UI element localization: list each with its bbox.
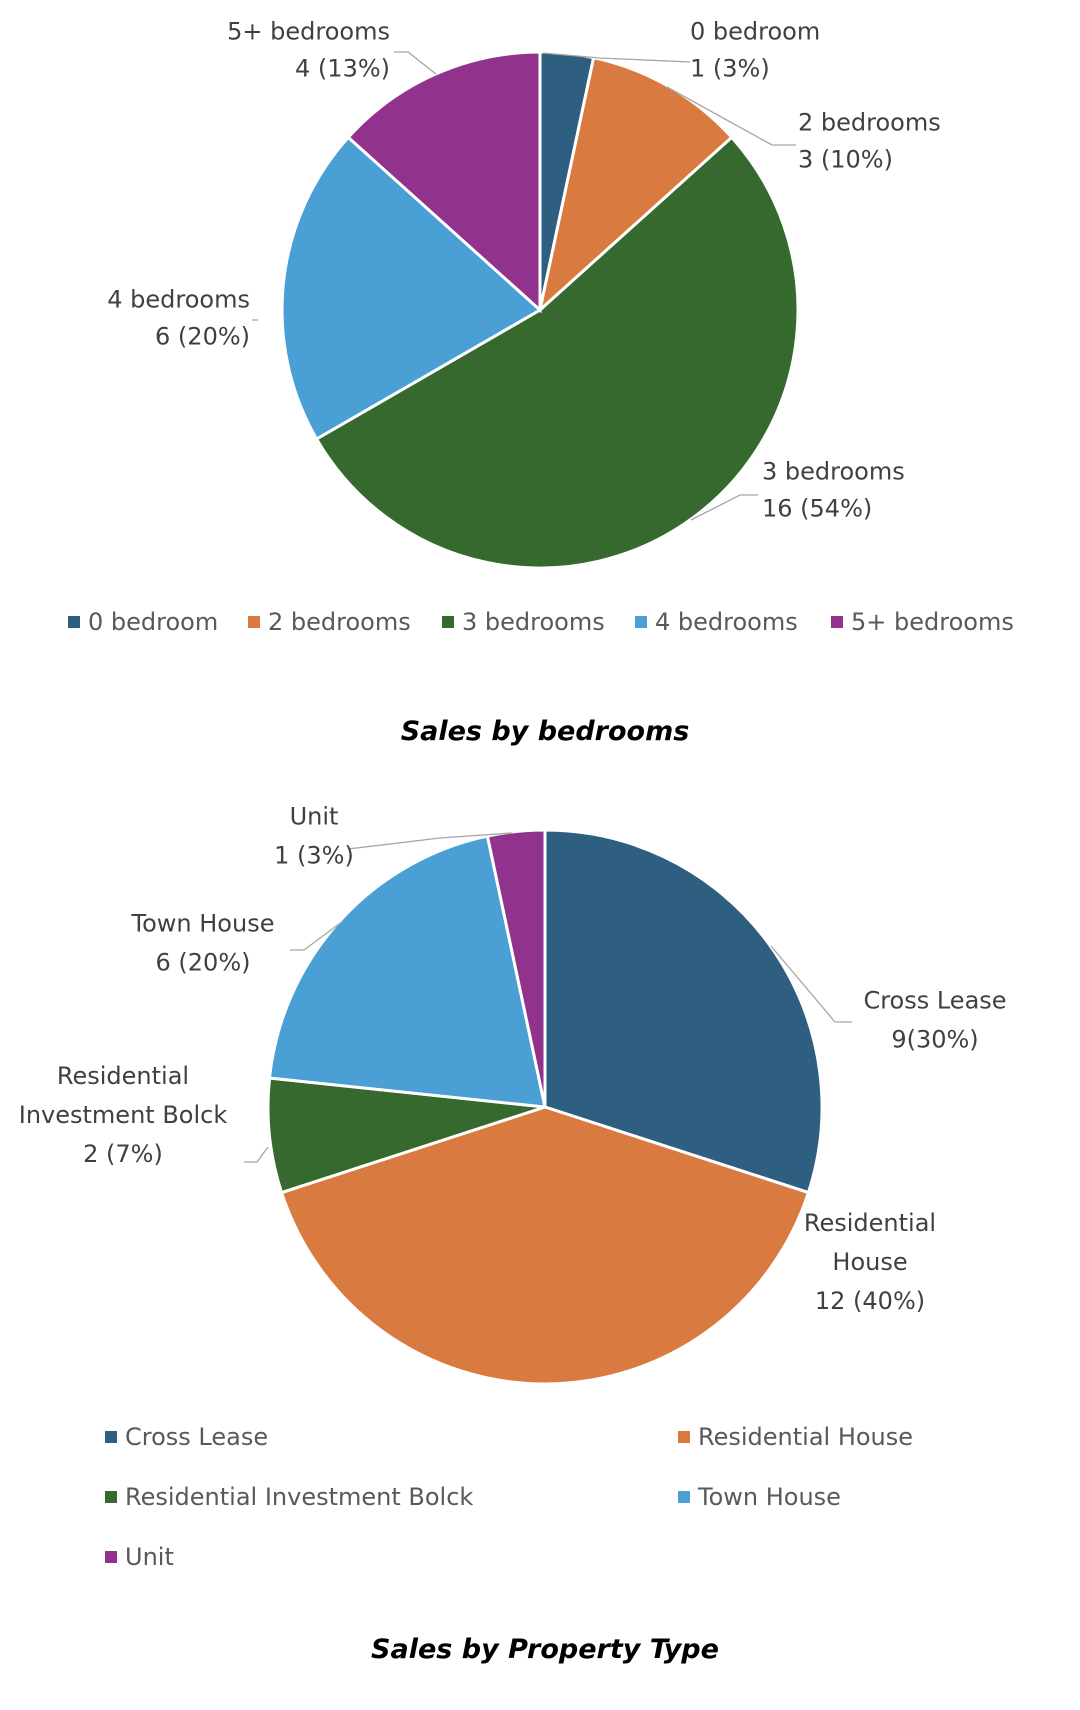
legend-swatch-cross-lease bbox=[105, 1431, 117, 1443]
bedrooms-pie-chart: 0 bedroom 1 (3%) 2 bedrooms 3 (10%) 3 bedroo… bbox=[68, 18, 1014, 747]
data-label-line: 4 bedrooms bbox=[107, 286, 250, 314]
data-label-residential-house: Residential House 12 (40%) bbox=[804, 1209, 936, 1315]
leader-line-5-bedrooms bbox=[394, 51, 437, 75]
pie-slice-2-bedrooms bbox=[537, 55, 734, 315]
leader-line-unit bbox=[347, 832, 513, 850]
leader-line-residential-investment-bolck bbox=[244, 1146, 269, 1163]
leader-line-3-bedrooms bbox=[690, 494, 758, 521]
data-label-2-bedrooms: 2 bedrooms 3 (10%) bbox=[798, 109, 941, 174]
legend-swatch-2-bedrooms bbox=[248, 616, 260, 628]
chart-title: Sales by Property Type bbox=[371, 1634, 719, 1665]
legend-item-3-bedrooms: 3 bedrooms bbox=[462, 608, 605, 636]
legend-swatch-town-house bbox=[678, 1491, 690, 1503]
data-label-line: 6 (20%) bbox=[155, 323, 250, 351]
data-label-line: 2 (7%) bbox=[83, 1140, 163, 1168]
legend-swatch-4-bedrooms bbox=[635, 616, 647, 628]
legend-item-0-bedroom: 0 bedroom bbox=[88, 608, 218, 636]
legend-swatch-5-bedrooms bbox=[831, 616, 843, 628]
legend-item-cross-lease: Cross Lease bbox=[125, 1423, 268, 1451]
legend-swatch-unit bbox=[105, 1551, 117, 1563]
legend-swatch-0-bedroom bbox=[68, 616, 80, 628]
data-label-line: 12 (40%) bbox=[815, 1287, 925, 1315]
data-label-line: 1 (3%) bbox=[690, 55, 770, 83]
leader-line-0-bedroom bbox=[542, 52, 691, 63]
data-label-line: Residential bbox=[57, 1062, 189, 1090]
legend-item-4-bedrooms: 4 bedrooms bbox=[655, 608, 798, 636]
legend-item-residential-investment-bolck: Residential Investment Bolck bbox=[125, 1483, 473, 1511]
data-label-line: Unit bbox=[290, 803, 339, 831]
property-type-pie-chart: Cross Lease 9(30%) Residential House 12 (40%… bbox=[19, 803, 1007, 1666]
pie-slice-town-house bbox=[267, 834, 547, 1109]
data-label-town-house: Town House 6 (20%) bbox=[131, 910, 275, 977]
data-label-line: Investment Bolck bbox=[19, 1101, 228, 1129]
legend-item-2-bedrooms: 2 bedrooms bbox=[268, 608, 411, 636]
pie-slice-residential-house bbox=[279, 1105, 811, 1386]
legend-swatch-residential-investment-bolck bbox=[105, 1491, 117, 1503]
data-label-line: 6 (20%) bbox=[156, 949, 251, 977]
data-label-line: 9(30%) bbox=[891, 1026, 978, 1054]
data-label-5-bedrooms: 5+ bedrooms 4 (13%) bbox=[227, 18, 390, 83]
data-label-line: 5+ bedrooms bbox=[227, 18, 390, 46]
data-label-residential-investment-bolck: Residential Investment Bolck 2 (7%) bbox=[19, 1062, 228, 1168]
pie-slice-residential-investment-bolck bbox=[266, 1076, 546, 1195]
data-label-line: 2 bedrooms bbox=[798, 109, 941, 137]
leader-line-cross-lease bbox=[770, 945, 852, 1023]
data-label-0-bedroom: 0 bedroom 1 (3%) bbox=[690, 18, 820, 83]
legend-item-unit: Unit bbox=[125, 1543, 174, 1571]
legend-item-town-house: Town House bbox=[697, 1483, 841, 1511]
legend-item-residential-house: Residential House bbox=[698, 1423, 913, 1451]
data-label-line: Residential bbox=[804, 1209, 936, 1237]
legend-item-5-bedrooms: 5+ bedrooms bbox=[851, 608, 1014, 636]
pie-slice-cross-lease bbox=[543, 828, 824, 1195]
data-label-line: 16 (54%) bbox=[762, 495, 872, 523]
leader-line-town-house bbox=[290, 920, 344, 951]
data-label-line: Cross Lease bbox=[863, 987, 1006, 1015]
pie-slice-4-bedrooms bbox=[280, 135, 543, 442]
data-label-line: 4 (13%) bbox=[295, 55, 390, 83]
data-label-4-bedrooms: 4 bedrooms 6 (20%) bbox=[107, 286, 250, 351]
pie-slice-unit bbox=[485, 828, 547, 1108]
data-label-line: 3 bedrooms bbox=[762, 458, 905, 486]
pie-slice-5-bedrooms bbox=[346, 50, 542, 314]
data-label-line: Town House bbox=[131, 910, 275, 938]
legend-swatch-residential-house bbox=[678, 1431, 690, 1443]
data-label-line: 0 bedroom bbox=[690, 18, 820, 46]
data-label-line: 3 (10%) bbox=[798, 146, 893, 174]
data-label-3-bedrooms: 3 bedrooms 16 (54%) bbox=[762, 458, 905, 523]
legend-swatch-3-bedrooms bbox=[442, 616, 454, 628]
data-label-unit: Unit 1 (3%) bbox=[274, 803, 354, 870]
data-label-cross-lease: Cross Lease 9(30%) bbox=[863, 987, 1006, 1054]
pie-slice-3-bedrooms bbox=[314, 135, 800, 570]
data-label-line: House bbox=[832, 1248, 907, 1276]
data-label-line: 1 (3%) bbox=[274, 842, 354, 870]
leader-line-2-bedrooms bbox=[666, 86, 796, 146]
chart-title: Sales by bedrooms bbox=[401, 716, 690, 747]
